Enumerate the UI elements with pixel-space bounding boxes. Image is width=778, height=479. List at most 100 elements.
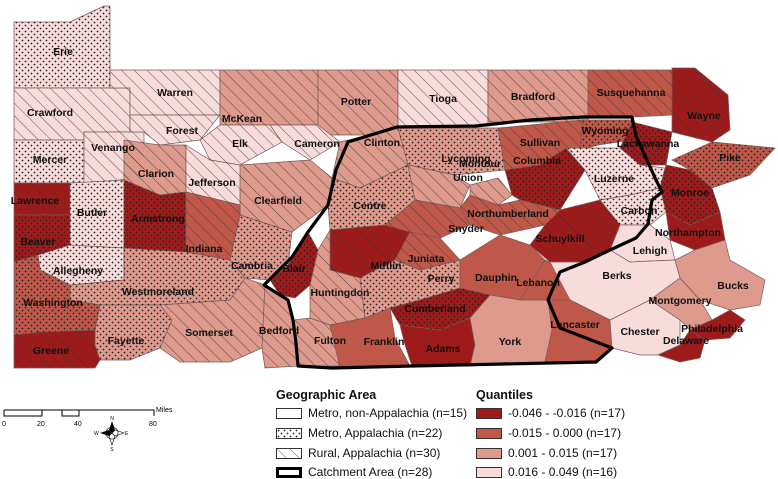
county-label-carbon: Carbon	[621, 205, 658, 217]
county-pattern-allegheny	[38, 245, 124, 285]
geo-legend-dots: Metro, Appalachia (n=22)	[276, 426, 442, 440]
county-pattern-snyder	[385, 200, 470, 238]
county-pattern-northumberland	[460, 195, 560, 235]
county-label-northampton: Northampton	[655, 227, 721, 239]
county-label-sullivan: Sullivan	[520, 137, 560, 149]
county-pattern-erie	[14, 6, 110, 88]
scale-bar: 0 20 40 80 Miles N S E W	[2, 407, 173, 453]
catchment-area-outline	[262, 115, 664, 370]
county-pattern-schuylkill	[530, 200, 620, 262]
county-pattern-lawrence	[14, 183, 70, 215]
county-label-indiana: Indiana	[186, 243, 223, 255]
county-label-greene: Greene	[33, 345, 69, 357]
county-pattern-centre	[328, 165, 415, 230]
county-pattern-susquehanna	[588, 70, 672, 117]
quantile-swatch-icon	[476, 447, 502, 459]
county-pattern-elk	[200, 125, 282, 165]
county-label-delaware: Delaware	[663, 335, 709, 347]
county-label-columbia: Columbia	[513, 155, 561, 167]
quantile-legend-2: -0.015 - 0.000 (n=17)	[476, 426, 621, 440]
quantile-label: 0.001 - 0.015 (n=17)	[508, 446, 618, 460]
quantile-legend-1: -0.046 - -0.016 (n=17)	[476, 406, 625, 420]
county-pattern-lycoming	[398, 128, 505, 175]
county-label-union: Union	[453, 172, 483, 184]
county-pattern-forest	[130, 115, 220, 145]
county-label-lawrence: Lawrence	[11, 195, 60, 207]
county-pattern-montour	[470, 178, 512, 205]
quantile-legend-title: Quantiles	[476, 388, 533, 402]
scale-tick-40: 40	[74, 421, 82, 428]
county-pattern-union	[408, 165, 470, 208]
county-pattern-lackawanna	[620, 122, 672, 165]
county-label-luzerne: Luzerne	[594, 173, 634, 185]
county-label-franklin: Franklin	[364, 336, 405, 348]
county-label-bedford: Bedford	[259, 325, 299, 337]
county-label-mckean: McKean	[222, 113, 262, 125]
compass-s: S	[110, 447, 114, 453]
thick-outline-swatch-icon	[276, 466, 302, 478]
hatch-swatch-icon	[276, 447, 302, 459]
compass-rose-icon: N S E W	[94, 416, 129, 453]
county-label-clearfield: Clearfield	[254, 195, 302, 207]
county-pattern-jefferson	[186, 145, 250, 205]
county-pattern-potter	[318, 70, 398, 135]
county-label-philadelphia: Philadelphia	[681, 323, 743, 335]
county-pattern-clinton	[332, 128, 408, 188]
county-pattern-blair	[270, 232, 318, 298]
county-pattern-tioga	[398, 70, 488, 126]
county-label-wyoming: Wyoming	[581, 125, 628, 137]
county-label-lancaster: Lancaster	[550, 319, 600, 331]
county-label-lebanon: Lebanon	[516, 277, 560, 289]
county-label-cambria: Cambria	[231, 260, 273, 272]
county-label-monroe: Monroe	[671, 187, 709, 199]
geo-legend-blank: Metro, non-Appalachia (n=15)	[276, 406, 467, 420]
quantile-swatch-icon	[476, 466, 502, 478]
county-pattern-mckean	[220, 70, 318, 125]
county-pattern-clearfield	[240, 160, 332, 232]
county-pattern-greene	[14, 330, 100, 368]
county-pattern-indiana	[186, 192, 240, 260]
county-label-wayne: Wayne	[687, 110, 721, 122]
county-label-northumberland: Northumberland	[467, 208, 549, 220]
geo-legend-catchment: Catchment Area (n=28)	[276, 465, 432, 479]
county-pattern-columbia	[505, 148, 585, 210]
county-york	[469, 294, 553, 367]
county-label-forest: Forest	[166, 125, 199, 137]
quantile-swatch-icon	[476, 427, 502, 439]
county-pattern-cumberland	[390, 288, 490, 330]
county-pattern-cameron	[270, 125, 340, 160]
county-label-somerset: Somerset	[185, 327, 233, 339]
county-label-jefferson: Jefferson	[188, 177, 235, 189]
county-pattern-wayne	[672, 68, 730, 142]
county-label-mercer: Mercer	[33, 154, 67, 166]
county-label-montgomery: Montgomery	[649, 295, 712, 307]
county-pattern-beaver	[14, 215, 70, 262]
county-pattern-sullivan	[498, 120, 583, 170]
quantile-label: -0.015 - 0.000 (n=17)	[508, 426, 622, 440]
county-label-snyder: Snyder	[448, 223, 484, 235]
geo-legend-label: Catchment Area (n=28)	[308, 465, 433, 479]
county-label-westmoreland: Westmoreland	[122, 286, 194, 298]
county-label-mifflin: Mifflin	[371, 260, 402, 272]
county-pattern-mifflin	[330, 225, 410, 278]
county-label-washington: Washington	[23, 297, 83, 309]
county-label-lehigh: Lehigh	[633, 245, 667, 257]
quantile-label: 0.016 - 0.049 (n=16)	[508, 465, 618, 479]
geo-legend-label: Rural, Appalachia (n=30)	[308, 446, 441, 460]
county-pattern-somerset	[160, 278, 265, 362]
county-pattern-juniata	[395, 232, 460, 270]
scale-tick-20: 20	[37, 421, 45, 428]
county-label-york: York	[499, 336, 522, 348]
county-label-centre: Centre	[353, 200, 386, 212]
county-label-perry: Perry	[428, 273, 455, 285]
county-label-blair: Blair	[282, 263, 305, 275]
county-label-clarion: Clarion	[138, 168, 174, 180]
county-pattern-mercer	[14, 140, 84, 183]
geo-legend-label: Metro, non-Appalachia (n=15)	[308, 406, 468, 420]
county-pattern-bradford	[488, 70, 588, 122]
county-label-beaver: Beaver	[20, 236, 55, 248]
county-label-cameron: Cameron	[294, 138, 340, 150]
county-pattern-wyoming	[580, 120, 632, 150]
county-pattern-crawford	[14, 88, 130, 140]
quantile-legend-3: 0.001 - 0.015 (n=17)	[476, 446, 617, 460]
